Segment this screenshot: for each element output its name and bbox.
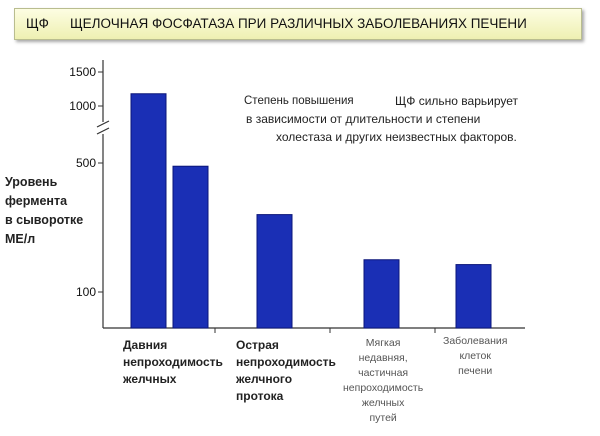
y-tick-label-1500: 1500 <box>69 65 96 79</box>
title-banner: ЩФ ЩЕЛОЧНАЯ ФОСФАТАЗА ПРИ РАЗЛИЧНЫХ ЗАБО… <box>14 8 582 40</box>
category-label-liver-cell-disease: Заболевания клеток печени <box>443 335 508 377</box>
bar-1 <box>172 165 209 329</box>
note-increase-degree: Степень повышения <box>244 95 354 107</box>
note-line-1: ЩФ сильно варьирует <box>395 94 519 108</box>
bar-0 <box>130 93 167 329</box>
bar-3 <box>363 259 400 329</box>
axis-break-mark-lower <box>96 127 110 135</box>
title-abbreviation: ЩФ <box>26 16 49 31</box>
bar-4 <box>455 264 492 329</box>
y-tick-label-500: 500 <box>76 156 96 170</box>
y-tick-label-1000: 1000 <box>69 99 96 113</box>
chart-title: ЩЕЛОЧНАЯ ФОСФАТАЗА ПРИ РАЗЛИЧНЫХ ЗАБОЛЕВ… <box>70 16 527 31</box>
category-label-acute-obstruction: Острая непроходимость желчного протока <box>236 338 336 403</box>
y-axis-label: Уровень фермента в сыворотке МЕ/л <box>5 175 84 246</box>
note-line-2: в зависимости от длительности и степени <box>246 112 481 126</box>
axis-break-mark-upper <box>96 120 110 128</box>
category-label-mild-obstruction: Мягкая недавняя, частичная непроходимост… <box>343 337 424 424</box>
category-label-chronic-obstruction: Давния непроходимость желчных <box>123 338 223 386</box>
note-line-3: холестаза и других неизвестных факторов. <box>276 130 517 144</box>
y-tick-label-100: 100 <box>76 285 96 299</box>
axis-break-gap <box>99 122 107 134</box>
bar-2 <box>256 214 293 329</box>
